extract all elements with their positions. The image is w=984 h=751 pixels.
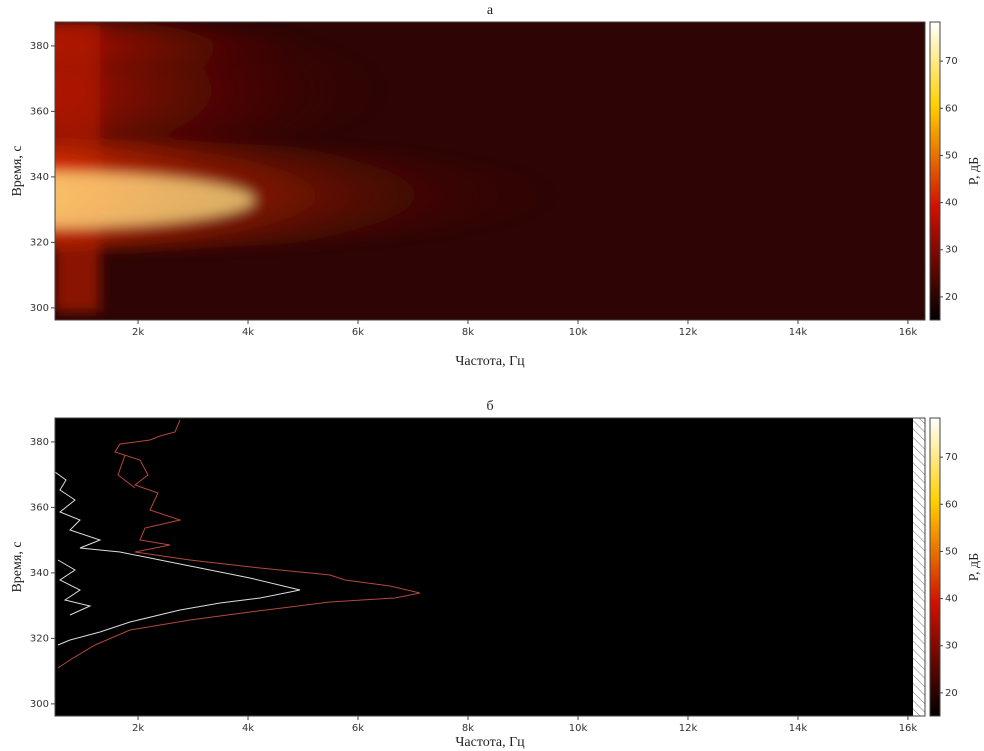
x-tick-label: 4k — [242, 723, 254, 734]
x-tick-label: 16k — [899, 327, 918, 338]
x-tick-label: 4k — [242, 327, 254, 338]
colorbar-tick-label: 40 — [945, 198, 958, 209]
colorbar-tick-label: 60 — [945, 499, 958, 510]
colorbar-label: P, дБ — [967, 553, 982, 581]
x-tick-label: 10k — [569, 327, 588, 338]
x-tick-label: 6k — [352, 723, 364, 734]
contour-background — [55, 418, 913, 716]
x-tick-label: 12k — [679, 327, 698, 338]
y-axis-label: Время, с — [10, 145, 25, 196]
x-axis-label: Частота, Гц — [455, 354, 525, 369]
colorbar — [930, 418, 940, 716]
x-tick-label: 8k — [462, 723, 474, 734]
colorbar-tick-label: 20 — [945, 292, 958, 303]
y-tick-label: 340 — [30, 568, 49, 579]
y-tick-label: 320 — [30, 633, 49, 644]
x-tick-label: 14k — [789, 723, 808, 734]
y-axis-label: Время, с — [10, 541, 25, 592]
colorbar-tick-label: 20 — [945, 688, 958, 699]
y-tick-label: 360 — [30, 502, 49, 513]
y-tick-label: 300 — [30, 699, 49, 710]
colorbar-tick-label: 40 — [945, 594, 958, 605]
colorbar-tick-label: 70 — [945, 56, 958, 67]
x-tick-label: 10k — [569, 723, 588, 734]
figure: а Частота, Гц Время, с 2k 4k 6k 8k 10k 12k 14k 16k… — [0, 0, 984, 751]
x-tick-label: 12k — [679, 723, 698, 734]
y-tick-label: 340 — [30, 172, 49, 183]
page: {"chart_data": [ {"type": "heatmap", "ti… — [0, 0, 984, 751]
colorbar-tick-label: 50 — [945, 546, 958, 557]
x-tick-label: 2k — [132, 327, 144, 338]
x-tick-label: 16k — [899, 723, 918, 734]
spectrogram-image — [0, 20, 925, 320]
y-tick-label: 380 — [30, 437, 49, 448]
x-axis-label: Частота, Гц — [455, 735, 525, 750]
x-tick-label: 14k — [789, 327, 808, 338]
x-tick-label: 8k — [462, 327, 474, 338]
x-tick-label: 6k — [352, 327, 364, 338]
colorbar-tick-label: 30 — [945, 641, 958, 652]
panel-title: б — [486, 399, 493, 414]
y-tick-label: 320 — [30, 237, 49, 248]
y-tick-label: 380 — [30, 41, 49, 52]
colorbar-tick-label: 60 — [945, 103, 958, 114]
colorbar — [930, 22, 940, 320]
colorbar-label: P, дБ — [967, 157, 982, 185]
colorbar-tick-label: 30 — [945, 245, 958, 256]
hatched-strip — [913, 418, 925, 716]
colorbar-tick-label: 50 — [945, 150, 958, 161]
colorbar-tick-label: 70 — [945, 452, 958, 463]
panel-title: а — [487, 3, 494, 18]
y-tick-label: 300 — [30, 303, 49, 314]
x-tick-label: 2k — [132, 723, 144, 734]
y-tick-label: 360 — [30, 106, 49, 117]
